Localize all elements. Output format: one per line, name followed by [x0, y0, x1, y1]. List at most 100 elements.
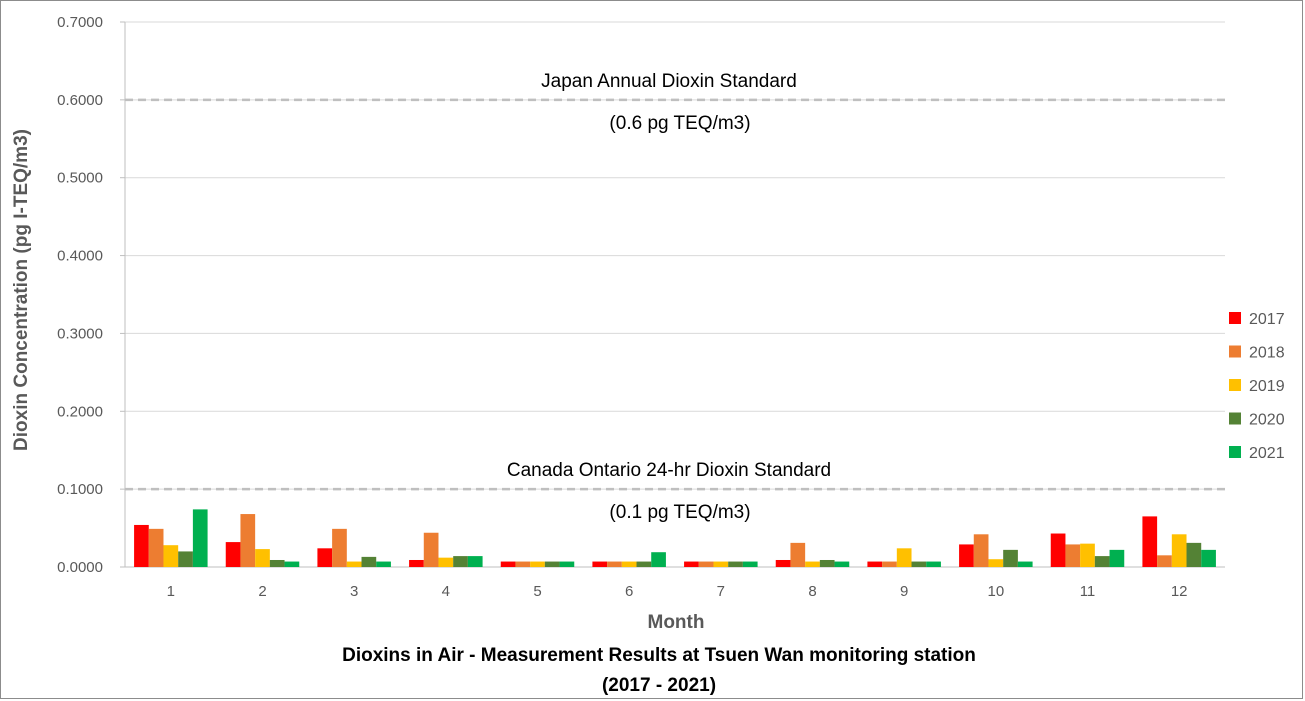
legend-swatch-2021: [1229, 446, 1241, 458]
legend-label: 2019: [1249, 378, 1285, 395]
bar-2019-month-12: [1171, 534, 1187, 567]
bar-2017-month-2: [225, 542, 241, 567]
bar-2021-month-2: [284, 561, 300, 567]
bar-2017-month-1: [134, 524, 149, 567]
bar-2020-month-10: [1003, 549, 1018, 567]
y-tick-label: 0.4000: [57, 248, 103, 265]
bar-2021-month-1: [192, 509, 208, 567]
bar-2019-month-6: [621, 561, 637, 567]
legend-label: 2017: [1249, 311, 1285, 328]
gridlines: [120, 21, 1225, 568]
bar-2017-month-8: [775, 559, 791, 567]
bar-2020-month-12: [1186, 542, 1202, 567]
reference-line-label: Japan Annual Dioxin Standard: [541, 71, 797, 92]
bars: [134, 509, 1216, 567]
bar-2018-month-2: [240, 514, 256, 567]
reference-line-label: Canada Ontario 24-hr Dioxin Standard: [507, 460, 831, 481]
legend-label: 2020: [1249, 412, 1285, 429]
bar-2021-month-11: [1109, 549, 1125, 567]
bar-2019-month-4: [438, 557, 454, 567]
bar-2017-month-3: [317, 548, 333, 567]
legend-label: 2018: [1249, 345, 1285, 362]
legend-label: 2021: [1249, 445, 1285, 462]
x-tick-label: 3: [350, 583, 358, 600]
bar-2020-month-9: [911, 561, 927, 567]
bar-2018-month-9: [882, 561, 897, 567]
x-tick-label: 2: [258, 583, 266, 600]
bar-2019-month-2: [255, 549, 270, 567]
bar-2019-month-9: [896, 548, 912, 567]
bar-2021-month-12: [1201, 549, 1216, 567]
bar-2018-month-5: [515, 561, 531, 567]
x-tick-label: 7: [717, 583, 725, 600]
bar-2021-month-10: [1017, 561, 1033, 567]
y-axis-title: Dioxin Concentration (pg I-TEQ/m3): [11, 129, 32, 451]
bar-2021-month-6: [651, 552, 666, 567]
x-tick-label: 6: [625, 583, 633, 600]
x-tick-label: 11: [1080, 583, 1096, 600]
y-tick-label: 0.2000: [57, 403, 103, 420]
bar-2021-month-8: [834, 561, 850, 567]
x-tick-label: 12: [1171, 583, 1188, 600]
bar-2017-month-4: [409, 559, 424, 567]
x-axis-title: Month: [648, 612, 705, 633]
bar-2021-month-9: [926, 561, 941, 567]
y-axis-ticks: 0.0000 0.1000 0.2000 0.3000 0.4000 0.5000 0.60…: [57, 14, 103, 576]
x-tick-label: 8: [808, 583, 816, 600]
bar-2020-month-4: [453, 556, 468, 567]
legend: 2017 2018 2019 2020 2021: [1229, 311, 1285, 462]
bar-2020-month-2: [269, 559, 285, 567]
bar-2017-month-12: [1142, 516, 1158, 567]
bar-2021-month-4: [467, 556, 483, 567]
bar-2018-month-4: [423, 532, 439, 567]
legend-swatch-2017: [1229, 312, 1241, 324]
chart-title-line-1: Dioxins in Air - Measurement Results at …: [342, 645, 976, 666]
bar-2020-month-8: [819, 559, 835, 567]
bar-2019-month-3: [346, 561, 362, 567]
bar-2018-month-3: [332, 528, 347, 567]
y-tick-label: 0.5000: [57, 170, 103, 187]
x-tick-label: 1: [167, 583, 175, 600]
legend-swatch-2020: [1229, 412, 1241, 425]
bar-2020-month-7: [728, 561, 743, 567]
bar-2017-month-7: [684, 561, 699, 567]
bar-2017-month-11: [1050, 533, 1066, 567]
bar-2018-month-12: [1157, 555, 1172, 567]
legend-swatch-2018: [1229, 345, 1241, 358]
bar-2020-month-3: [361, 556, 377, 567]
y-tick-label: 0.6000: [57, 92, 103, 109]
reference-line-sublabel: (0.6 pg TEQ/m3): [609, 113, 750, 134]
bar-2018-month-7: [698, 561, 714, 567]
bar-2020-month-5: [544, 561, 560, 567]
bar-2019-month-8: [805, 561, 820, 567]
bar-2020-month-1: [178, 551, 193, 567]
bar-2020-month-11: [1094, 556, 1110, 567]
x-axis-ticks: 1 2 3 4 5 6 7 8 9 10 11 12: [167, 583, 1188, 600]
reference-line-sublabel: (0.1 pg TEQ/m3): [609, 502, 750, 523]
y-tick-label: 0.1000: [57, 481, 103, 498]
x-tick-label: 4: [442, 583, 450, 600]
legend-swatch-2019: [1229, 379, 1241, 391]
bar-2019-month-1: [163, 545, 179, 567]
bar-2019-month-7: [713, 561, 729, 567]
bar-2019-month-11: [1080, 543, 1095, 567]
bar-2021-month-7: [742, 561, 758, 567]
bar-2017-month-5: [500, 561, 516, 567]
reference-lines: Japan Annual Dioxin Standard (0.6 pg TEQ/…: [125, 71, 1225, 523]
bar-2018-month-1: [148, 528, 164, 567]
bar-2019-month-10: [988, 559, 1004, 567]
bar-2020-month-6: [636, 561, 652, 567]
y-tick-label: 0.0000: [57, 559, 103, 576]
bar-2018-month-10: [973, 534, 989, 567]
bar-2021-month-3: [376, 561, 391, 567]
chart-title-line-2: (2017 - 2021): [602, 675, 716, 696]
bar-2021-month-5: [559, 561, 575, 567]
bar-2017-month-10: [959, 544, 974, 567]
x-tick-label: 10: [987, 583, 1004, 600]
bar-2017-month-9: [867, 561, 883, 567]
y-tick-label: 0.7000: [57, 14, 103, 31]
bar-2017-month-6: [592, 561, 608, 567]
bar-2018-month-6: [607, 561, 622, 567]
